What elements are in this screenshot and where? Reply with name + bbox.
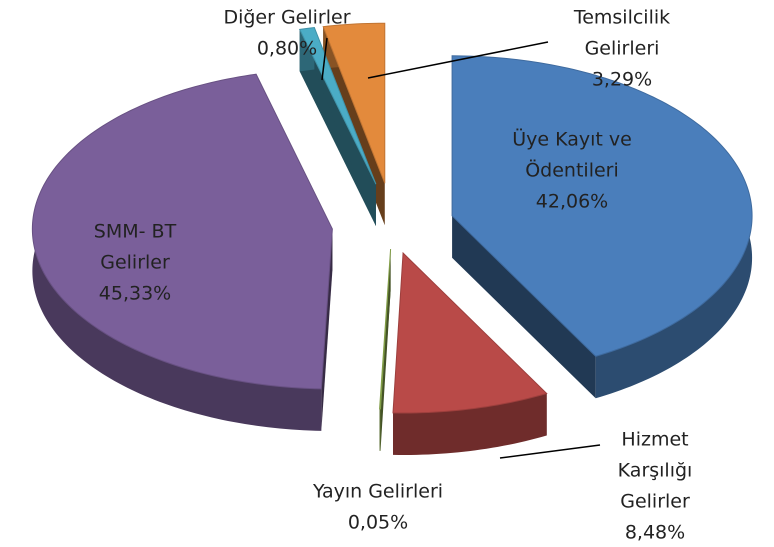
category-label: Üye Kayıt ve xyxy=(512,128,632,151)
slice xyxy=(379,248,392,451)
value-label: 45,33% xyxy=(99,283,171,305)
slice-side xyxy=(379,408,381,451)
slice-top xyxy=(379,248,392,410)
category-label: Temsilcilik xyxy=(573,7,670,29)
category-label: SMM- BT xyxy=(94,221,177,243)
leader-line xyxy=(367,41,549,79)
category-label: Hizmet xyxy=(621,429,688,451)
slice xyxy=(31,73,333,431)
category-label: Yayın Gelirleri xyxy=(312,481,443,503)
value-label: 42,06% xyxy=(536,191,608,213)
slice xyxy=(392,251,548,456)
value-label: 0,80% xyxy=(257,38,317,60)
leader-line xyxy=(499,444,601,459)
value-label: 8,48% xyxy=(625,522,685,544)
slice-top xyxy=(322,22,386,184)
slice-top xyxy=(392,251,548,414)
slice xyxy=(451,55,753,399)
leader-line xyxy=(321,37,328,81)
category-label: Karşılığı xyxy=(618,460,693,482)
slice xyxy=(298,26,377,227)
category-label: Gelirler xyxy=(100,252,170,274)
value-label: 0,05% xyxy=(348,512,408,534)
category-label: Diğer Gelirler xyxy=(223,7,350,29)
value-label: 3,29% xyxy=(592,69,652,91)
category-label: Gelirleri xyxy=(585,38,660,60)
category-label: Ödentileri xyxy=(525,159,619,182)
slice-wall xyxy=(452,215,596,399)
slice-wall xyxy=(321,228,333,431)
slice-side xyxy=(392,393,547,456)
slice-top xyxy=(31,73,333,390)
slice-top xyxy=(451,55,753,357)
category-label: Gelirler xyxy=(620,491,690,513)
